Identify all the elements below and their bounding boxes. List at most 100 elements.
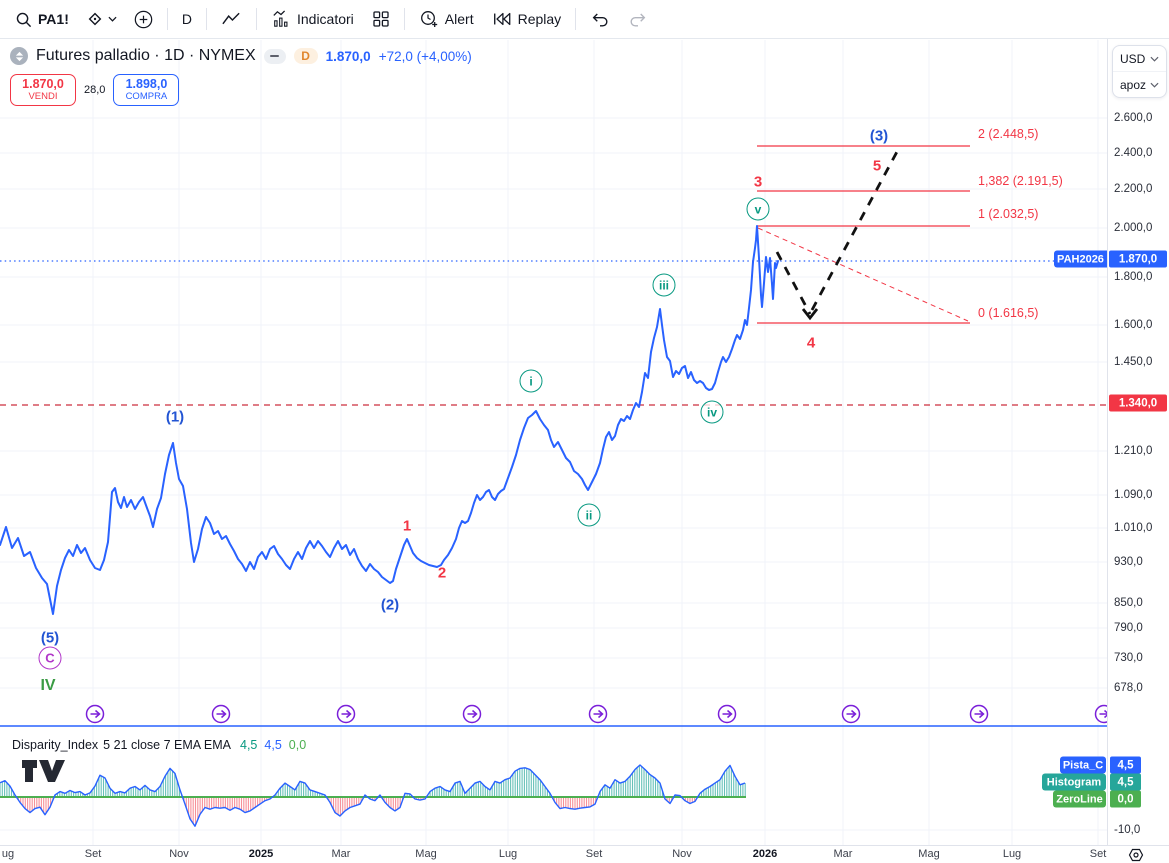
- elliott-wave-label[interactable]: (5): [40, 629, 60, 647]
- indicator-series-label[interactable]: Histogram: [1042, 773, 1106, 791]
- price-tick: 730,0: [1114, 652, 1143, 664]
- replay-label: Replay: [517, 11, 562, 27]
- series-price-tag: PAH2026: [1054, 250, 1107, 268]
- price-tick: 1.800,0: [1114, 271, 1153, 283]
- elliott-wave-label[interactable]: 1: [402, 517, 412, 535]
- fib-level-label[interactable]: 2 (2.448,5): [978, 127, 1039, 141]
- chart-title: Futures palladio · 1D · NYMEX: [36, 47, 256, 64]
- redo-button[interactable]: [619, 7, 657, 31]
- indicators-button[interactable]: Indicatori: [262, 6, 363, 32]
- interval-badge[interactable]: D: [293, 48, 318, 64]
- indicator-values: 4,5 4,5 0,0: [240, 738, 306, 752]
- projection-arrow-line[interactable]: [810, 147, 901, 311]
- buy-label: COMPRA: [125, 90, 168, 102]
- chevron-down-icon: [1150, 82, 1159, 88]
- timezone-settings-icon[interactable]: [1128, 848, 1144, 862]
- indicator-series-value: 4,5: [1110, 756, 1141, 774]
- time-tick: Lug: [1002, 848, 1022, 860]
- fib-level-label[interactable]: 1,382 (2.191,5): [978, 174, 1063, 188]
- currency-dropdown[interactable]: USD: [1113, 46, 1166, 71]
- unit-dropdown[interactable]: apoz: [1113, 71, 1166, 97]
- symbol-info-row[interactable]: Futures palladio · 1D · NYMEX D 1.870,0 …: [10, 47, 472, 65]
- contract-rollover-marker[interactable]: [1094, 704, 1108, 724]
- unit-label: apoz: [1120, 77, 1147, 92]
- time-tick: 2025: [248, 848, 274, 860]
- elliott-wave-label[interactable]: (1): [165, 408, 185, 426]
- minus-icon[interactable]: [263, 48, 286, 64]
- elliott-wave-label[interactable]: iii: [652, 273, 676, 297]
- indicator-series-value: 0,0: [1110, 790, 1141, 808]
- contract-rollover-marker[interactable]: [588, 704, 608, 724]
- projection-arrowhead: [801, 308, 819, 321]
- elliott-wave-label[interactable]: 5: [872, 157, 882, 175]
- redo-icon: [630, 13, 646, 27]
- undo-button[interactable]: [581, 7, 619, 31]
- time-tick: Set: [1089, 848, 1107, 860]
- price-tick: 2.000,0: [1114, 222, 1153, 234]
- elliott-wave-label[interactable]: ii: [577, 503, 601, 527]
- tradingview-logo: [22, 760, 65, 782]
- fib-level-label[interactable]: 0 (1.616,5): [978, 306, 1039, 320]
- last-price: 1.870,0: [325, 48, 371, 64]
- indicator-series-label[interactable]: ZeroLine: [1053, 790, 1106, 808]
- time-axis[interactable]: ug Set Nov 2025 Mar Mag Lug Set Nov 2026 Mar Mag Lug…: [0, 845, 1169, 863]
- elliott-wave-label[interactable]: 2: [437, 564, 447, 582]
- contract-rollover-marker[interactable]: [211, 704, 231, 724]
- contract-rollover-marker[interactable]: [841, 704, 861, 724]
- projection-arrow-line[interactable]: [775, 251, 812, 315]
- elliott-wave-label[interactable]: (2): [380, 596, 400, 614]
- chart-canvas[interactable]: [0, 0, 1107, 845]
- contract-rollover-marker[interactable]: [462, 704, 482, 724]
- price-tick: 2.200,0: [1114, 183, 1153, 195]
- elliott-wave-label[interactable]: v: [746, 197, 770, 221]
- price-change: +72,0 (+4,00%): [378, 48, 472, 64]
- price-tick: 2.400,0: [1114, 147, 1153, 159]
- price-tick: 1.090,0: [1114, 489, 1153, 501]
- contract-rollover-marker[interactable]: [717, 704, 737, 724]
- chart-header: Futures palladio · 1D · NYMEX D 1.870,0 …: [10, 47, 472, 106]
- fib-trend-diagonal[interactable]: [757, 227, 969, 322]
- sell-button[interactable]: 1.870,0 VENDI: [10, 74, 76, 106]
- indicator-legend[interactable]: Disparity_Index 5 21 close 7 EMA EMA 4,5…: [12, 738, 306, 752]
- price-tick: 790,0: [1114, 622, 1143, 634]
- replay-rewind-icon: [493, 12, 510, 26]
- buy-button[interactable]: 1.898,0 COMPRA: [113, 74, 180, 106]
- symbol-detail-dropdown[interactable]: [78, 6, 125, 32]
- price-tick: 1.450,0: [1114, 356, 1153, 368]
- symbol-search-button[interactable]: PA1!: [6, 7, 78, 32]
- interval-button[interactable]: D: [173, 7, 201, 31]
- indicator-series-value: 4,5: [1110, 773, 1141, 791]
- buy-price: 1.898,0: [125, 77, 168, 92]
- contract-rollover-marker[interactable]: [969, 704, 989, 724]
- indicator-series-label[interactable]: Pista_C: [1060, 756, 1106, 774]
- contract-rollover-marker[interactable]: [85, 704, 105, 724]
- elliott-wave-label[interactable]: i: [519, 369, 543, 393]
- fib-level-label[interactable]: 1 (2.032,5): [978, 207, 1039, 221]
- time-tick: Nov: [672, 848, 692, 860]
- toolbar-separator: [403, 8, 405, 30]
- elliott-wave-label[interactable]: 4: [806, 334, 816, 352]
- layout-button[interactable]: [363, 6, 399, 32]
- replay-button[interactable]: Replay: [483, 7, 571, 31]
- indicator-title: Disparity_Index: [12, 738, 99, 752]
- add-symbol-button[interactable]: [125, 6, 162, 33]
- sell-price: 1.870,0: [22, 77, 64, 92]
- elliott-wave-label[interactable]: C: [38, 646, 62, 670]
- price-axis[interactable]: USD apoz 2.600,0 2.400,0 2.200,0 2.000,0 1.8…: [1107, 38, 1169, 845]
- elliott-wave-label[interactable]: (3): [869, 127, 889, 145]
- alert-button[interactable]: Alert: [410, 5, 483, 33]
- sell-label: VENDI: [28, 90, 58, 102]
- elliott-wave-label[interactable]: 3: [753, 173, 763, 191]
- elliott-wave-label[interactable]: IV: [40, 677, 56, 694]
- disparity-line: [0, 764, 746, 827]
- interval-label: D: [181, 11, 192, 27]
- chart-style-button[interactable]: [212, 6, 251, 32]
- time-tick: Set: [84, 848, 102, 860]
- current-price-axis-label: 1.870,0: [1109, 250, 1167, 268]
- contract-rollover-marker[interactable]: [336, 704, 356, 724]
- time-tick: 2026: [752, 848, 778, 860]
- chevron-down-icon: [1150, 56, 1159, 62]
- elliott-wave-label[interactable]: iv: [700, 400, 724, 424]
- symbol-name: PA1!: [38, 11, 69, 27]
